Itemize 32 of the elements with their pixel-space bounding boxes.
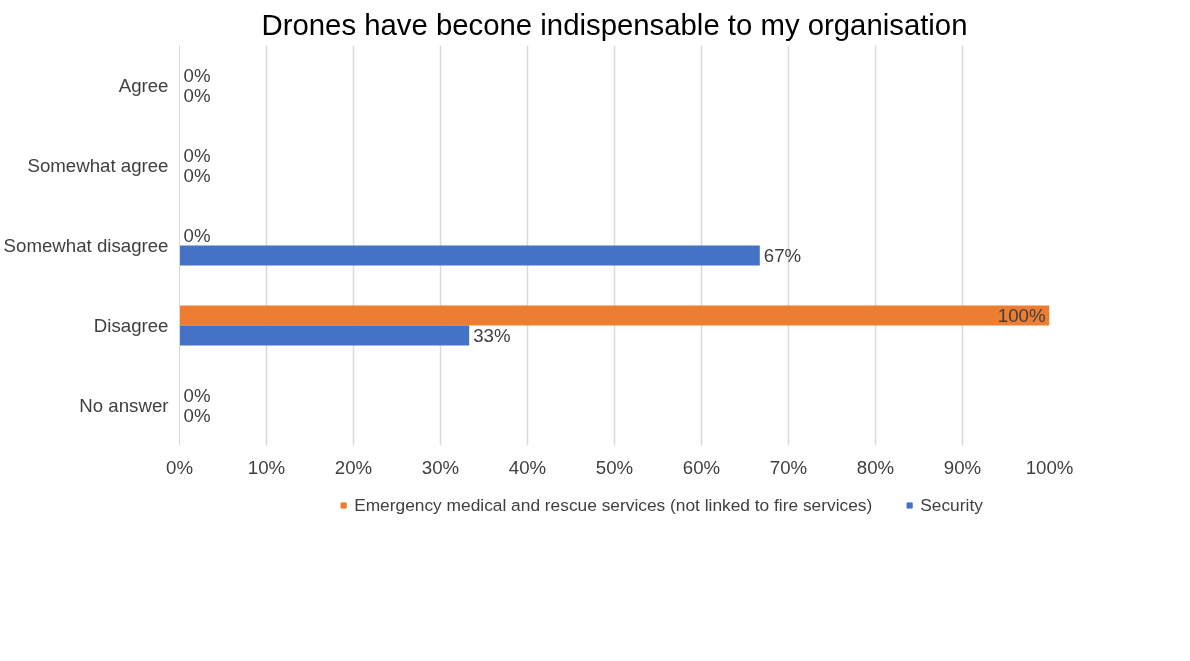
y-tick-label: Disagree [93,315,169,336]
bar [179,325,470,346]
bar [179,305,1050,326]
x-tick-label: 60% [682,456,721,478]
legend-label: Security [920,494,983,516]
data-label: 0% [183,65,211,86]
x-tick-label: 50% [595,456,634,478]
x-tick-label: 10% [247,456,286,478]
data-label: 0% [183,145,211,166]
x-tick-label: 30% [421,456,460,478]
y-tick-label: Agree [118,75,169,96]
data-label: 67% [763,245,802,266]
chart-title: Drones have becone indispensable to my organisation [261,7,968,41]
y-tick-label: No answer [79,395,169,416]
bar [179,245,760,266]
x-tick-label: 20% [334,456,373,478]
data-label: 100% [997,305,1046,326]
legend-label: Emergency medical and rescue services (not linked to fire services) [354,494,873,516]
x-tick-label: 80% [856,456,895,478]
data-label: 0% [183,405,211,426]
data-label: 0% [183,85,211,106]
x-tick-label: 70% [769,456,808,478]
x-tick-label: 90% [943,456,982,478]
x-tick-label: 40% [508,456,547,478]
y-tick-label: Somewhat disagree [3,235,169,256]
data-label: 0% [183,165,211,186]
data-label: 0% [183,385,211,406]
data-label: 33% [473,325,511,346]
x-tick-label: 0% [166,456,193,478]
x-tick-label: 100% [1025,456,1074,478]
data-label: 0% [183,225,211,246]
y-tick-label: Somewhat agree [27,155,169,176]
